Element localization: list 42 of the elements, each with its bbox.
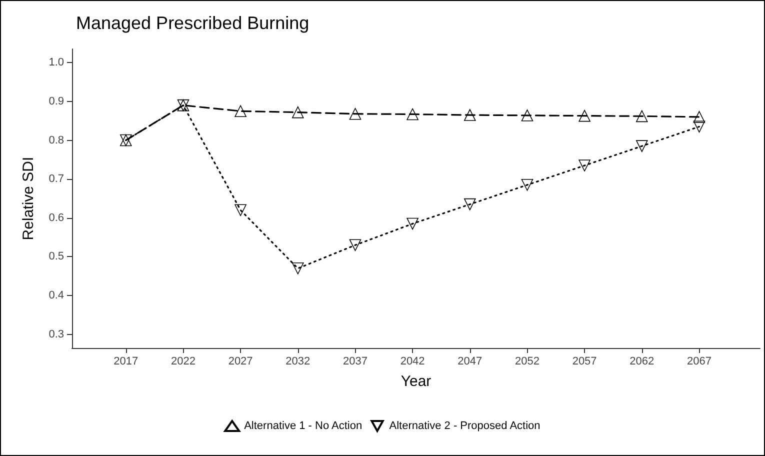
point [636,140,648,152]
point [636,110,648,122]
point [521,110,534,122]
point [406,218,418,230]
point [693,111,706,123]
point [234,105,246,118]
point [578,160,590,172]
y-tick-label: 0.7 [48,173,64,186]
point [578,110,590,122]
legend-label: Alternative 2 - Proposed Action [389,420,540,432]
x-tick-label: 2027 [228,356,253,368]
x-tick-label: 2067 [686,356,712,368]
legend-label: Alternative 1 - No Action [244,420,362,432]
x-tick-label: 2047 [458,356,482,368]
point [234,204,246,216]
point [693,120,706,133]
x-tick-label: 2042 [400,356,425,368]
chart-title: Managed Prescribed Burning [76,13,310,33]
x-tick-label: 2017 [114,356,138,368]
point [464,109,476,121]
y-tick-label: 0.4 [48,290,64,302]
point [349,239,362,251]
y-tick-label: 0.6 [48,212,64,224]
x-tick-label: 2022 [170,356,196,368]
x-axis-title: Year [400,373,432,390]
x-tick-label: 2062 [630,356,654,368]
x-tick-label: 2057 [572,356,597,368]
x-tick-label: 2032 [286,356,310,368]
point [406,108,418,120]
point [292,262,304,274]
y-tick-label: 0.3 [48,328,64,340]
y-tick-label: 0.8 [48,134,64,146]
point [292,106,304,118]
point [521,179,534,191]
y-tick-label: 0.9 [48,95,64,108]
y-axis-title: Relative SDI [20,156,37,240]
point [349,108,362,120]
x-tick-label: 2052 [514,356,540,368]
y-tick-label: 0.5 [48,250,64,263]
point [464,198,476,210]
x-tick-label: 2037 [342,356,368,368]
y-tick-label: 1.0 [48,56,64,69]
